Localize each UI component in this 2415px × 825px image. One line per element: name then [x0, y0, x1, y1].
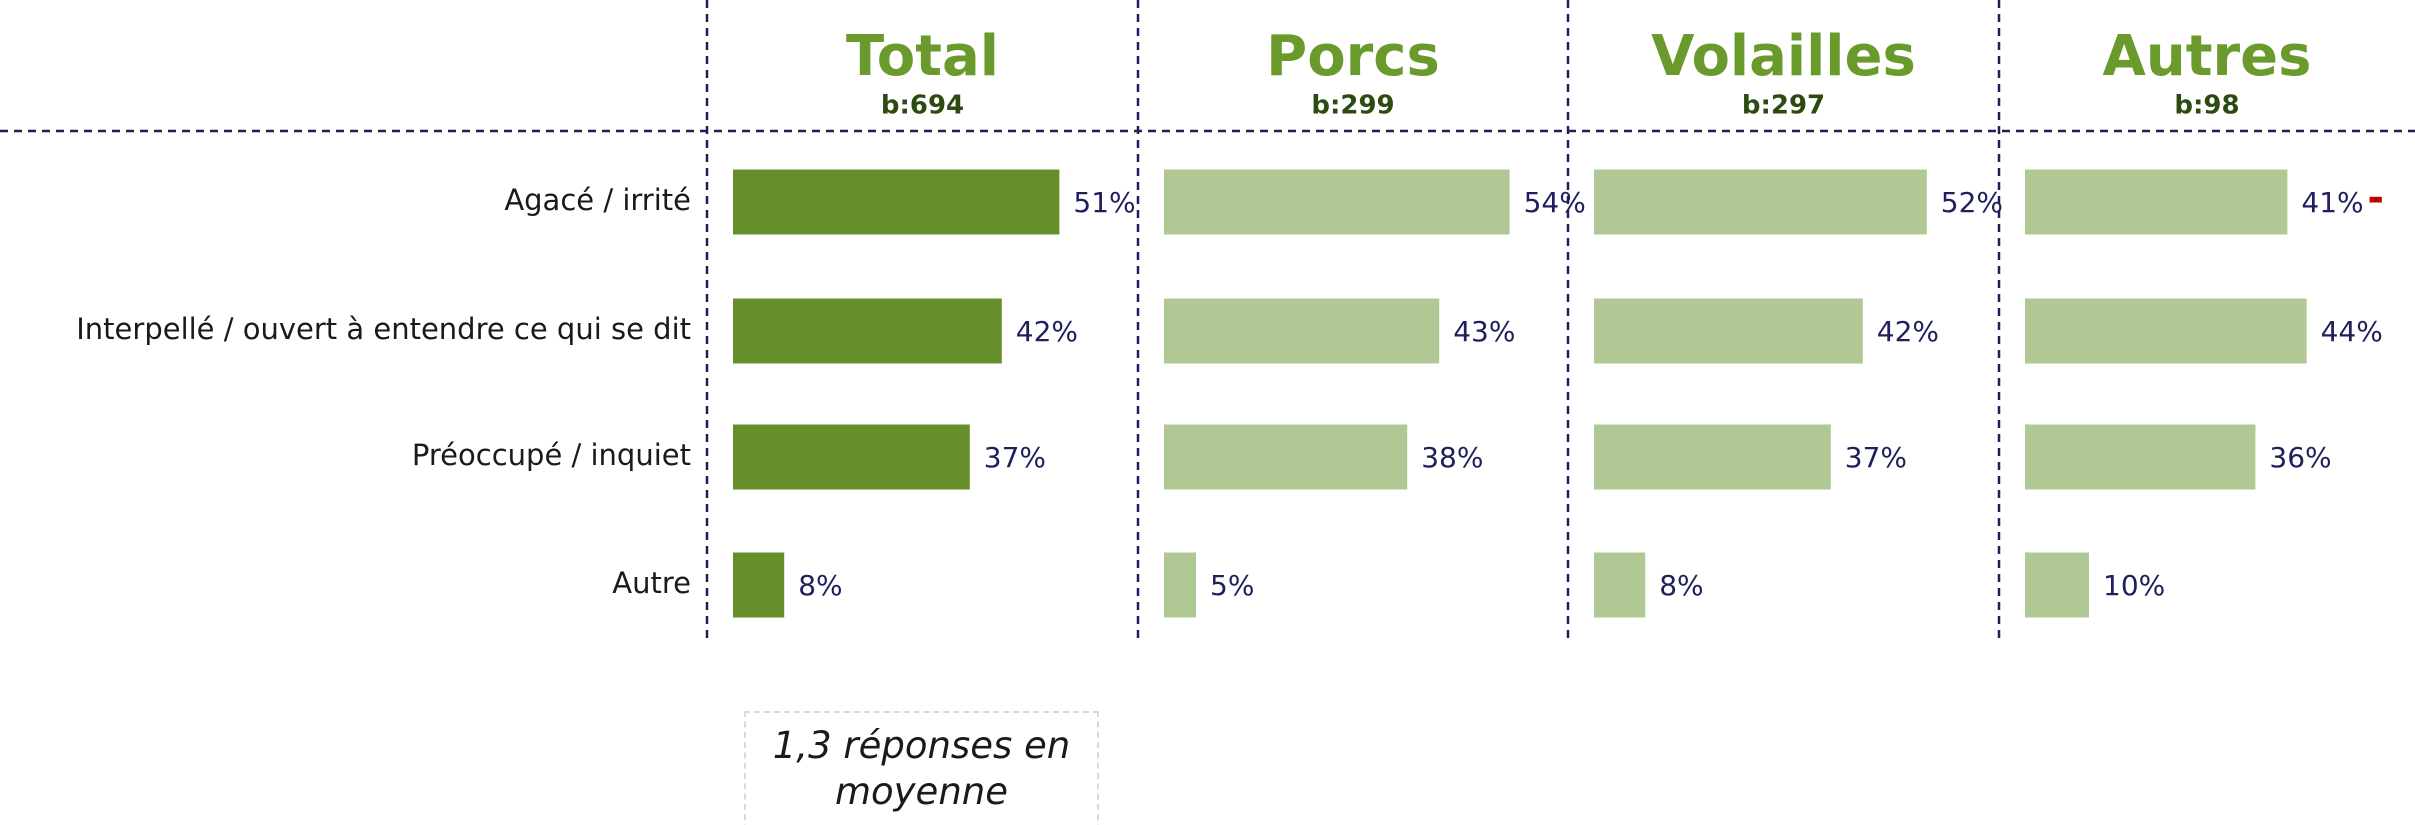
value-label: 42% [1016, 315, 1078, 348]
value-label: 37% [1845, 441, 1907, 474]
category-label: Préoccupé / inquiet [412, 438, 691, 472]
column-title: Autres [2103, 24, 2312, 89]
value-label: 51% [1073, 186, 1135, 219]
bar [733, 298, 1002, 364]
category-label: Interpellé / ouvert à entendre ce qui se… [76, 312, 691, 346]
value-label: 8% [1659, 569, 1703, 602]
column-base: b:299 [1311, 91, 1394, 121]
bar [1594, 424, 1831, 490]
bar [2025, 298, 2307, 364]
value-label: 44% [2321, 315, 2383, 348]
bar [1164, 552, 1196, 618]
value-label: 54% [1524, 186, 1586, 219]
value-label: 38% [1421, 441, 1483, 474]
significance-flag: - [2367, 175, 2384, 221]
note: 1,3 réponses en moyenne [744, 711, 1099, 825]
value-label: 52% [1941, 186, 2003, 219]
bar [733, 424, 970, 490]
bar [1164, 298, 1440, 364]
category-label: Agacé / irrité [504, 183, 691, 217]
value-label: 10% [2103, 569, 2165, 602]
column-base: b:297 [1742, 91, 1825, 121]
value-label: 42% [1877, 315, 1939, 348]
bar [2025, 552, 2089, 618]
value-label: 36% [2269, 441, 2331, 474]
value-label: 37% [984, 441, 1046, 474]
bar [1594, 169, 1927, 235]
value-label: 43% [1453, 315, 1515, 348]
category-label: Autre [612, 566, 691, 600]
bar [1594, 298, 1863, 364]
column-base: b:694 [881, 91, 964, 121]
column-title: Total [846, 24, 999, 89]
value-label: 8% [798, 569, 842, 602]
bar [1164, 424, 1408, 490]
bar [2025, 424, 2256, 490]
column-title: Volailles [1651, 24, 1916, 89]
bar [2025, 169, 2288, 235]
value-label: 41% [2301, 186, 2363, 219]
column-base: b:98 [2174, 91, 2239, 121]
bar [1594, 552, 1646, 618]
bar [1164, 169, 1510, 235]
value-label: 5% [1210, 569, 1254, 602]
bar [733, 169, 1060, 235]
bar [733, 552, 785, 618]
column-title: Porcs [1266, 24, 1440, 89]
